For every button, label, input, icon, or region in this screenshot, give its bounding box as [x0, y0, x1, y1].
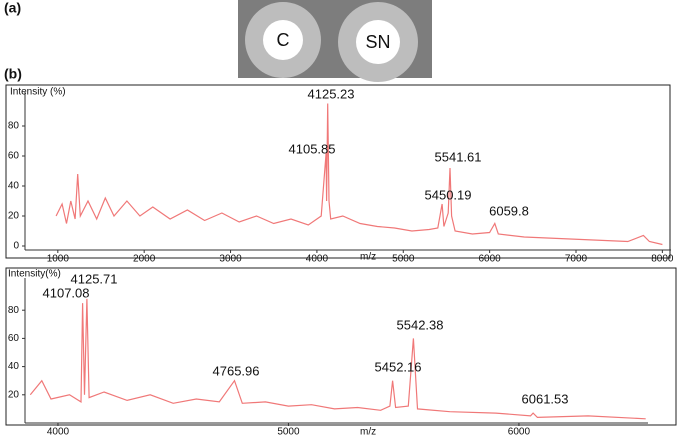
peak-label: 6061.53: [522, 391, 569, 406]
chart-frame: [5, 84, 671, 259]
peak-label: 5450.19: [425, 187, 472, 202]
panel-label: (b): [4, 66, 22, 82]
spot: [263, 20, 303, 60]
x-axis-label: m/z: [360, 252, 376, 263]
chart-frame: [5, 267, 677, 426]
panel-label: (a): [4, 0, 21, 16]
x-tick-label: 2000: [133, 254, 156, 265]
y-tick-label: 80: [8, 305, 20, 316]
y-tick-label: 20: [8, 389, 20, 400]
spot-label: SN: [365, 32, 390, 52]
peak-label: 4105.85: [289, 141, 336, 156]
x-tick-label: 4000: [47, 427, 70, 438]
x-tick-label: 4000: [306, 254, 329, 265]
x-tick-label: 7000: [565, 254, 588, 265]
y-axis-label: Intensity (%): [10, 87, 66, 98]
x-tick-label: 5000: [277, 427, 300, 438]
peak-label: 5541.61: [435, 149, 482, 164]
peak-label: 6059.8: [489, 203, 529, 218]
spectrum-line: [55, 103, 663, 246]
y-tick-label: 20: [8, 211, 20, 222]
y-tick-label: 80: [8, 121, 20, 132]
peak-label: 4107.08: [43, 285, 90, 300]
spot-label: C: [277, 30, 290, 50]
y-tick-label: 0: [13, 241, 19, 252]
y-axis-label: Intensity(%): [8, 269, 61, 280]
x-tick-label: 3000: [219, 254, 242, 265]
peak-label: 4125.23: [308, 86, 355, 101]
x-tick-label: 6000: [479, 254, 502, 265]
y-tick-label: 40: [8, 181, 20, 192]
x-tick-label: 8000: [651, 254, 674, 265]
x-axis-label: m/z: [360, 427, 376, 438]
y-tick-label: 40: [8, 361, 20, 372]
peak-label: 4765.96: [213, 363, 260, 378]
x-tick-label: 5000: [392, 254, 415, 265]
y-tick-label: 60: [8, 333, 20, 344]
x-tick-label: 1000: [47, 254, 70, 265]
peak-label: 4125.71: [71, 271, 118, 286]
peak-label: 5452.16: [375, 359, 422, 374]
spot: [356, 20, 400, 64]
y-tick-label: 60: [8, 151, 20, 162]
peak-label: 5542.38: [397, 317, 444, 332]
spectrum-line: [29, 298, 646, 420]
x-tick-label: 6000: [508, 427, 531, 438]
